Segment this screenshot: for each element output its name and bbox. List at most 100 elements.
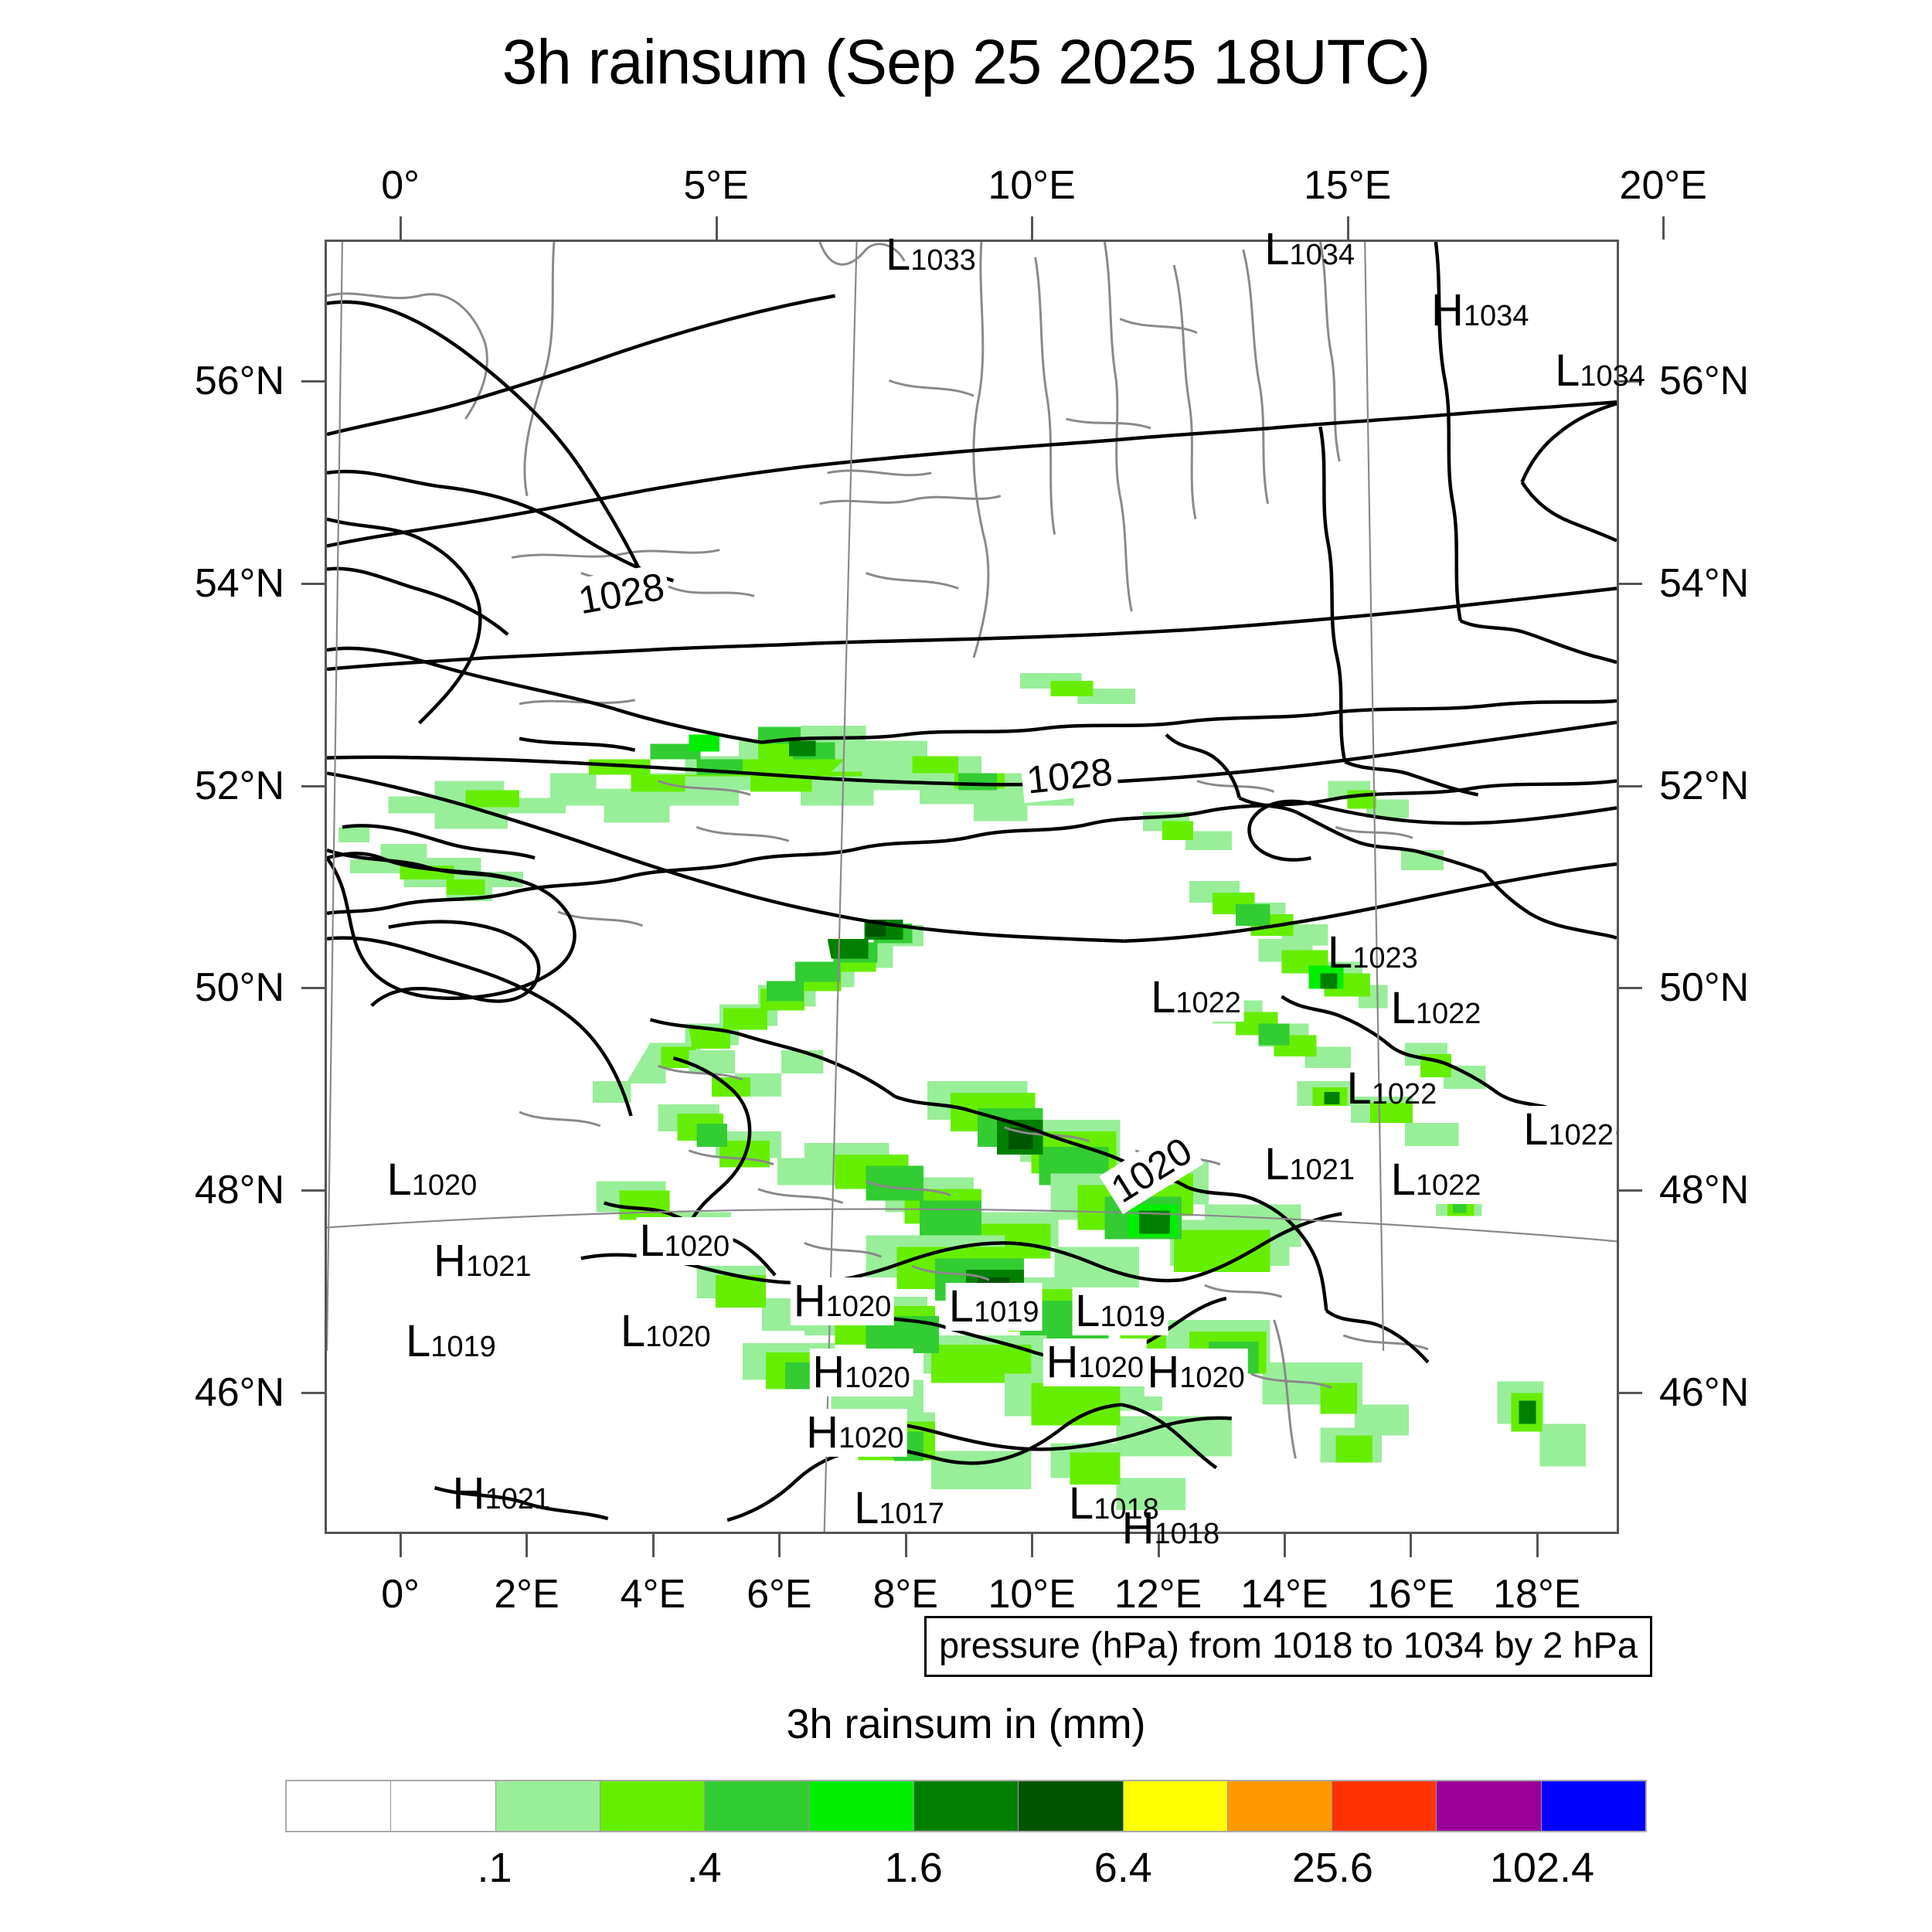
tick-top bbox=[715, 216, 718, 240]
tick-bottom bbox=[1031, 1534, 1034, 1557]
axis-label-bottom: 6°E bbox=[747, 1572, 812, 1617]
axis-label-bottom: 18°E bbox=[1493, 1572, 1581, 1617]
colorbar-tick-label: 102.4 bbox=[1489, 1845, 1595, 1891]
pressure-symbol: L bbox=[1068, 1478, 1094, 1529]
tick-right bbox=[1619, 1391, 1642, 1394]
national-borders-layer bbox=[327, 242, 1617, 1522]
low-pressure-label: L1033 bbox=[885, 229, 976, 280]
colorbar-segment[interactable] bbox=[1227, 1781, 1333, 1831]
tick-right bbox=[1619, 380, 1642, 383]
low-pressure-label: L1019 bbox=[406, 1319, 496, 1364]
low-pressure-label: L1034 bbox=[1555, 349, 1645, 393]
tick-bottom bbox=[1283, 1534, 1286, 1557]
pressure-value: 1022 bbox=[1371, 1078, 1437, 1111]
pressure-symbol: H bbox=[806, 1407, 838, 1458]
pressure-symbol: L bbox=[1151, 972, 1176, 1023]
pressure-symbol: L bbox=[1390, 1154, 1416, 1205]
axis-label-left: 52°N bbox=[194, 763, 284, 808]
low-pressure-label: L1019 bbox=[945, 1282, 1043, 1331]
colorbar-tick-label: .1 bbox=[477, 1845, 512, 1891]
isobar-label: 1028 bbox=[1019, 748, 1120, 803]
tick-left bbox=[301, 784, 325, 787]
pressure-symbol: L bbox=[885, 229, 911, 280]
tick-bottom bbox=[1536, 1534, 1539, 1557]
map-plot-area bbox=[325, 240, 1619, 1534]
colorbar-segment[interactable] bbox=[495, 1781, 600, 1831]
high-pressure-label: H1020 bbox=[1043, 1338, 1148, 1386]
colorbar-segment[interactable] bbox=[1019, 1781, 1124, 1831]
pressure-symbol: H bbox=[452, 1468, 485, 1519]
tick-top bbox=[400, 216, 403, 240]
colorbar-segment[interactable] bbox=[1437, 1781, 1542, 1831]
tick-top bbox=[1662, 216, 1665, 240]
pressure-value: 1020 bbox=[664, 1230, 730, 1263]
high-pressure-label: H1020 bbox=[803, 1407, 907, 1458]
colorbar-segment[interactable] bbox=[1123, 1781, 1228, 1831]
low-pressure-label: L1022 bbox=[1387, 1154, 1485, 1205]
pressure-value: 1021 bbox=[1289, 1154, 1355, 1187]
tick-left bbox=[301, 1189, 325, 1192]
high-pressure-label: H1020 bbox=[790, 1277, 895, 1326]
colorbar-segment[interactable] bbox=[600, 1781, 706, 1831]
pressure-symbol: L bbox=[1264, 1139, 1290, 1190]
pressure-value: 1020 bbox=[825, 1291, 892, 1324]
axis-label-left: 56°N bbox=[194, 359, 284, 404]
pressure-value: 1019 bbox=[973, 1295, 1039, 1328]
colorbar[interactable] bbox=[285, 1780, 1647, 1832]
colorbar-segment[interactable] bbox=[809, 1781, 914, 1831]
low-pressure-label: L1022 bbox=[1148, 974, 1244, 1022]
pressure-symbol: L bbox=[639, 1215, 665, 1266]
pressure-value: 1020 bbox=[645, 1321, 711, 1354]
colorbar-segment[interactable] bbox=[1332, 1781, 1437, 1831]
pressure-symbol: L bbox=[1523, 1104, 1549, 1155]
pressure-value: 1020 bbox=[838, 1422, 904, 1455]
high-pressure-label: H1021 bbox=[453, 1471, 550, 1516]
axis-label-right: 54°N bbox=[1659, 560, 1750, 606]
pressure-value: 1034 bbox=[1289, 239, 1355, 272]
pressure-value: 1020 bbox=[1179, 1361, 1245, 1394]
axis-label-top: 10°E bbox=[988, 163, 1076, 208]
isobar-contours bbox=[327, 294, 1617, 1451]
tick-left bbox=[301, 987, 325, 990]
pressure-value: 1034 bbox=[1580, 360, 1645, 393]
colorbar-segment[interactable] bbox=[391, 1781, 496, 1831]
axis-label-bottom: 10°E bbox=[988, 1572, 1076, 1617]
pressure-symbol: H bbox=[812, 1346, 845, 1397]
tick-bottom bbox=[778, 1534, 781, 1557]
colorbar-tick-label: 1.6 bbox=[884, 1845, 943, 1891]
tick-right bbox=[1619, 784, 1642, 787]
low-pressure-label: L1022 bbox=[1520, 1104, 1617, 1155]
tick-bottom bbox=[904, 1534, 907, 1557]
pressure-value: 1018 bbox=[1094, 1492, 1159, 1526]
tick-bottom bbox=[526, 1534, 529, 1557]
pressure-value: 1022 bbox=[1175, 987, 1241, 1020]
pressure-value: 1023 bbox=[1352, 941, 1418, 975]
pressure-value: 1020 bbox=[845, 1361, 910, 1394]
colorbar-segment[interactable] bbox=[913, 1781, 1019, 1831]
colorbar-segment[interactable] bbox=[287, 1781, 392, 1831]
low-pressure-label: L1018 bbox=[1069, 1481, 1159, 1526]
pressure-value: 1021 bbox=[465, 1250, 532, 1283]
colorbar-tick-label: .4 bbox=[686, 1845, 722, 1891]
axis-label-left: 54°N bbox=[194, 560, 284, 606]
colorbar-segment[interactable] bbox=[1541, 1781, 1646, 1831]
tick-top bbox=[1031, 216, 1034, 240]
colorbar-segment[interactable] bbox=[705, 1781, 810, 1831]
pressure-value: 1020 bbox=[411, 1168, 478, 1202]
pressure-symbol: L bbox=[620, 1306, 646, 1357]
tick-bottom bbox=[1410, 1534, 1413, 1557]
low-pressure-label: L1020 bbox=[617, 1306, 714, 1357]
pressure-symbol: L bbox=[1075, 1286, 1100, 1337]
pressure-symbol: L bbox=[386, 1154, 412, 1205]
low-pressure-label: L1020 bbox=[636, 1215, 733, 1266]
tick-right bbox=[1619, 582, 1642, 585]
high-pressure-label: H1034 bbox=[1431, 287, 1529, 333]
pressure-note-box: pressure (hPa) from 1018 to 1034 by 2 hP… bbox=[924, 1616, 1652, 1677]
axis-label-top: 15°E bbox=[1303, 163, 1392, 208]
axis-label-bottom: 14°E bbox=[1240, 1572, 1328, 1617]
pressure-value: 1034 bbox=[1463, 299, 1529, 332]
pressure-symbol: H bbox=[434, 1235, 466, 1286]
high-pressure-label: H1020 bbox=[1144, 1348, 1248, 1396]
tick-left bbox=[301, 380, 325, 383]
tick-bottom bbox=[651, 1534, 655, 1557]
